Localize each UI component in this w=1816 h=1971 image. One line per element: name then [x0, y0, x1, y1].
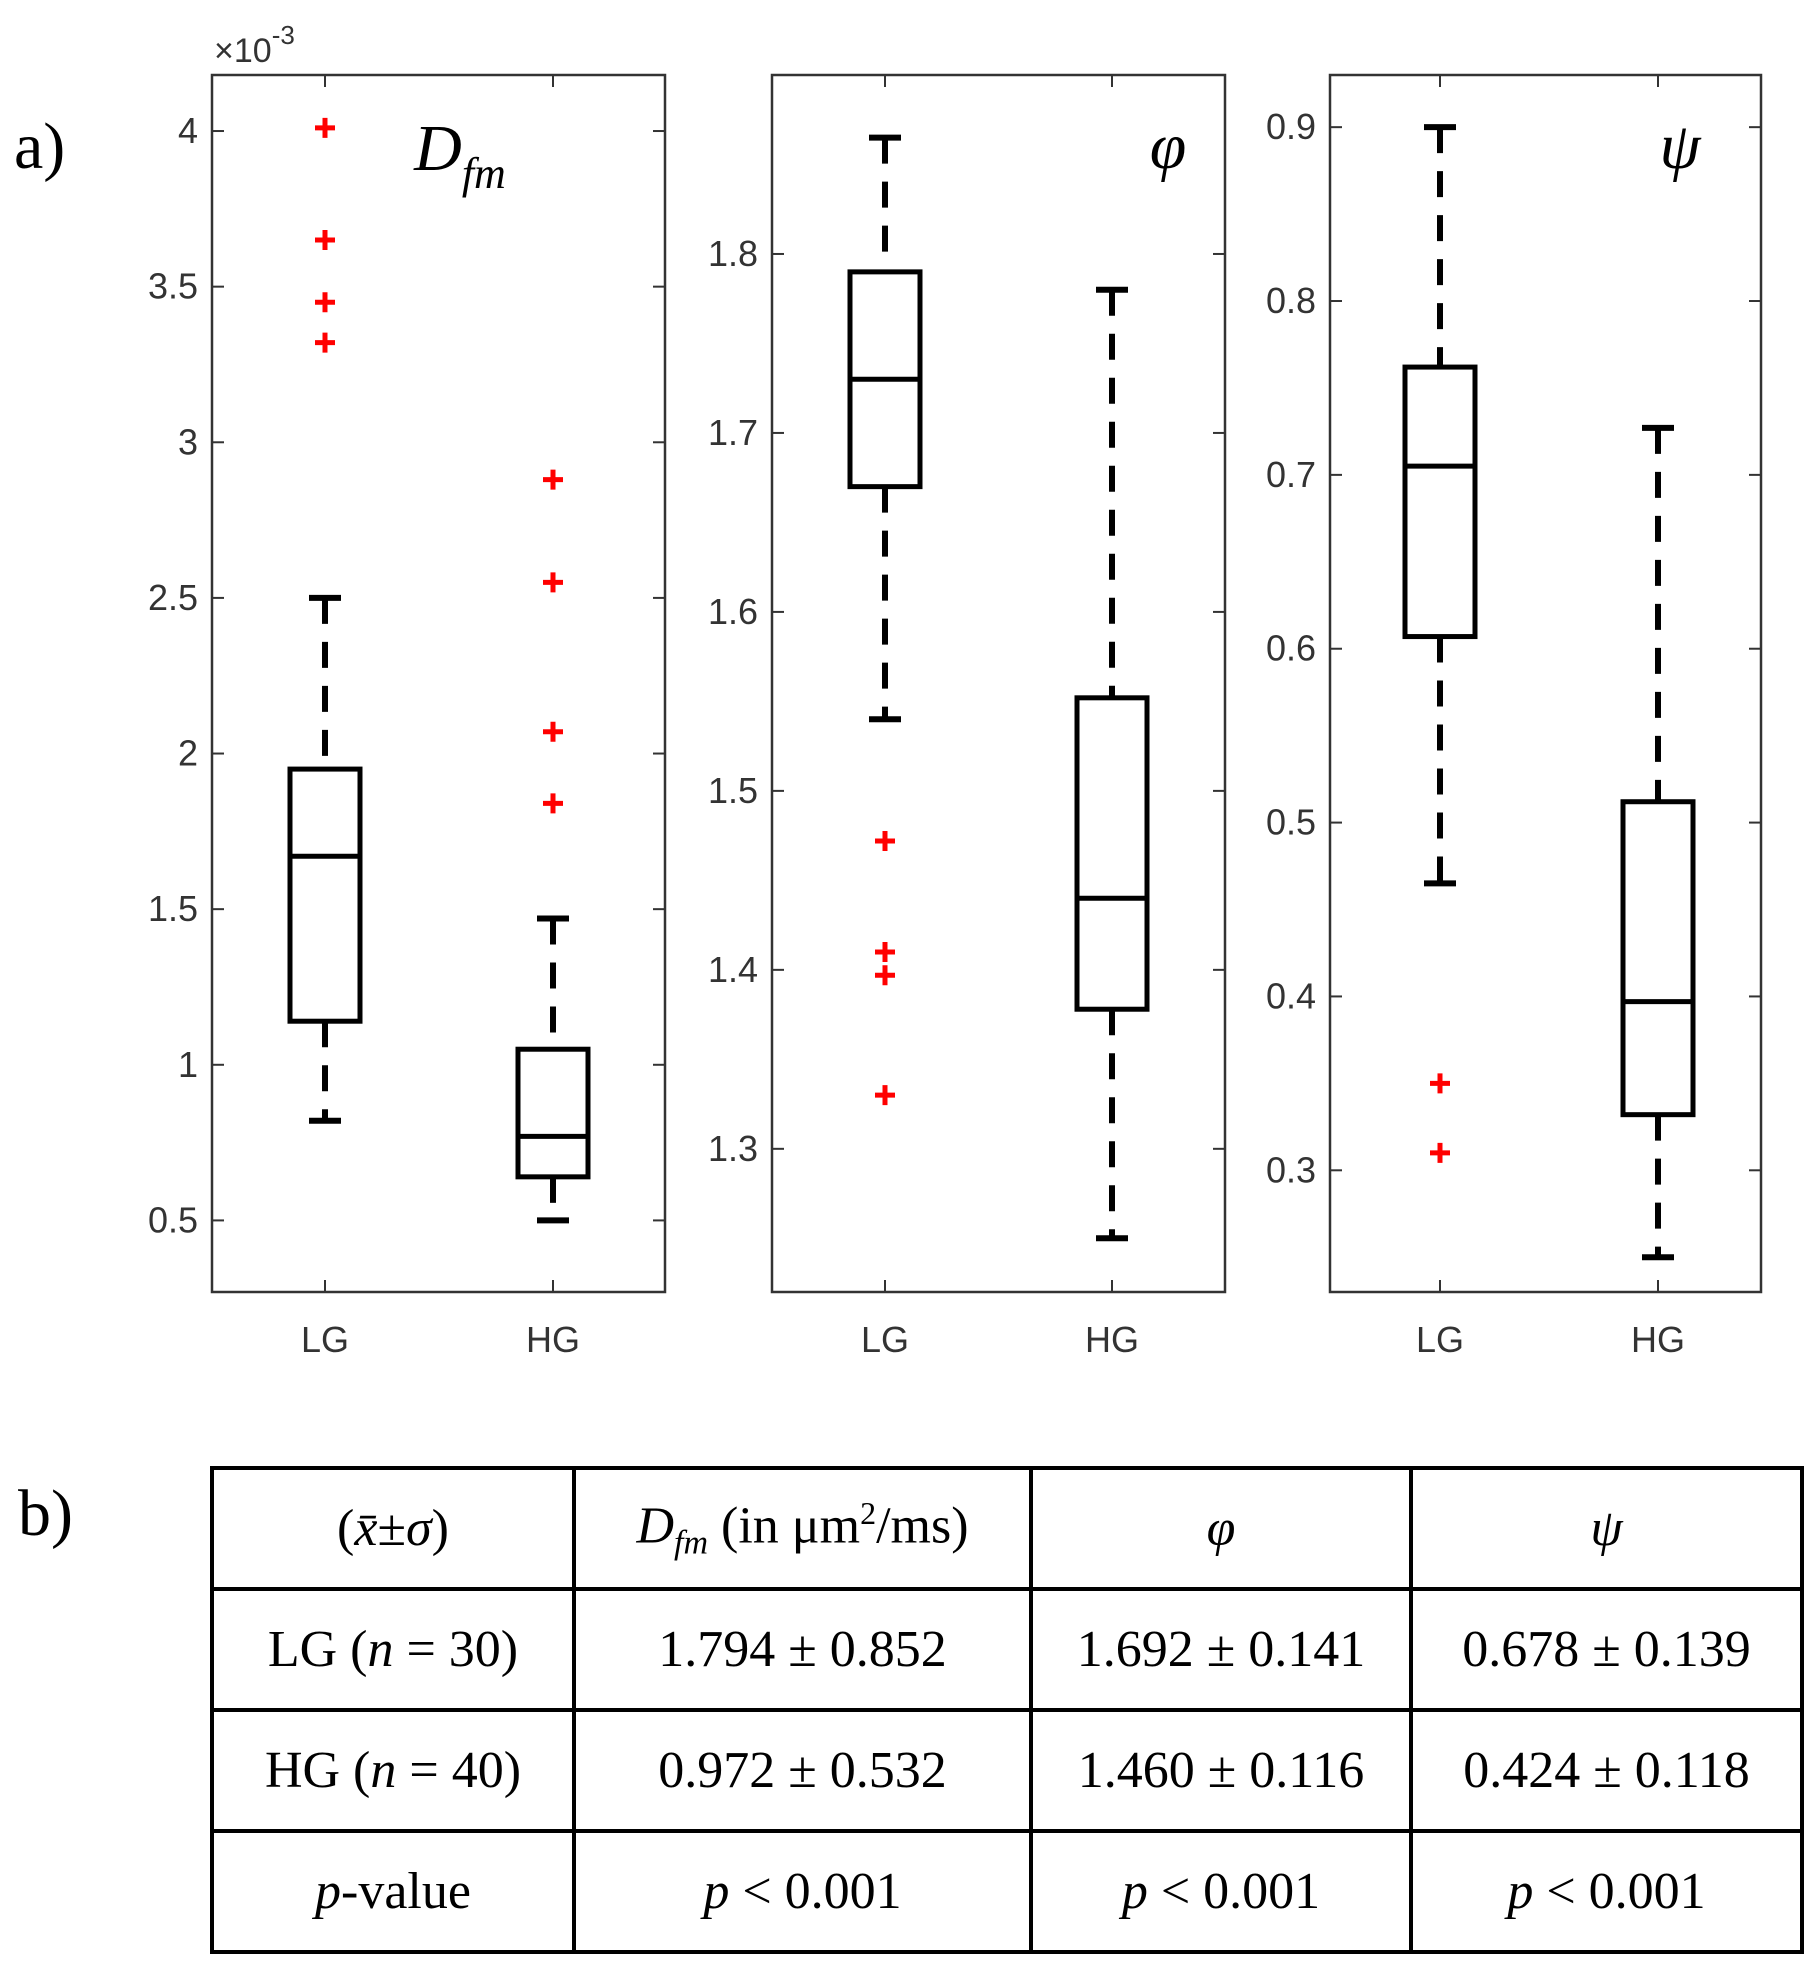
y-tick-label: 0.5	[148, 1199, 198, 1240]
box-lg-outlier	[875, 941, 895, 962]
y-tick-label: 0.4	[1266, 975, 1316, 1016]
x-tick-label: HG	[1631, 1319, 1685, 1360]
y-tick-label: 0.8	[1266, 280, 1316, 321]
y-tick-label: 0.3	[1266, 1149, 1316, 1190]
cell-psi-hg: 0.424 ± 0.118	[1409, 1708, 1804, 1833]
y-tick-label: 4	[178, 110, 198, 151]
row-label-pvalue: p-value	[210, 1829, 576, 1954]
cell-dfm-hg: 0.972 ± 0.532	[572, 1708, 1033, 1833]
x-tick-label: LG	[301, 1319, 349, 1360]
y-tick-label: 3	[178, 421, 198, 462]
panel-title: ψ	[1660, 110, 1702, 183]
box-lg-outlier	[315, 292, 335, 313]
box-lg-outlier	[1430, 1142, 1450, 1163]
y-tick-label: 1.4	[708, 949, 758, 990]
box-lg-iqr	[1402, 364, 1478, 640]
panel-title: Dfm	[413, 112, 506, 198]
y-tick-label: 0.9	[1266, 106, 1316, 147]
y-tick-label: 1.3	[708, 1128, 758, 1169]
axes-frame	[210, 73, 667, 1294]
box-lg-outlier	[875, 830, 895, 851]
y-tick-label: 0.7	[1266, 454, 1316, 495]
y-tick-label: 1	[178, 1044, 198, 1085]
y-tick-label: 1.8	[708, 233, 758, 274]
box-lg-outlier	[875, 1085, 895, 1106]
box-lg-iqr	[287, 766, 363, 1024]
cell-p-phi: p < 0.001	[1029, 1829, 1413, 1954]
box-lg-outlier	[875, 965, 895, 986]
x-tick-label: HG	[526, 1319, 580, 1360]
axis-exponent: ×10-3	[214, 20, 295, 70]
panel-label-a: a)	[14, 110, 65, 183]
x-tick-label: HG	[1085, 1319, 1139, 1360]
table-row: p-value p < 0.001 p < 0.001 p < 0.001	[210, 1829, 1804, 1954]
row-label-lg: LG (n = 30)	[210, 1587, 576, 1712]
row-label-hg: HG (n = 40)	[210, 1708, 576, 1833]
y-tick-label: 1.5	[708, 770, 758, 811]
cell-p-psi: p < 0.001	[1409, 1829, 1804, 1954]
y-tick-label: 3.5	[148, 266, 198, 307]
box-hg-outlier	[543, 572, 563, 593]
box-hg-outlier	[543, 793, 563, 814]
y-tick-label: 1.5	[148, 888, 198, 929]
axes-frame	[1328, 73, 1763, 1294]
box-hg-outlier	[543, 469, 563, 490]
cell-p-dfm: p < 0.001	[572, 1829, 1033, 1954]
summary-table: (x̄±σ) Dfm (in μm2/ms) φ ψ LG (n = 30) 1…	[210, 1466, 1804, 1954]
y-tick-label: 0.6	[1266, 628, 1316, 669]
box-hg-iqr	[1074, 695, 1150, 1012]
cell-psi-lg: 0.678 ± 0.139	[1409, 1587, 1804, 1712]
x-tick-label: LG	[1416, 1319, 1464, 1360]
panel-title: φ	[1150, 110, 1187, 183]
cell-dfm-lg: 1.794 ± 0.852	[572, 1587, 1033, 1712]
box-lg-outlier	[315, 117, 335, 138]
y-tick-label: 2.5	[148, 577, 198, 618]
y-tick-label: 2	[178, 733, 198, 774]
box-lg-outlier	[1430, 1073, 1450, 1094]
header-dfm: Dfm (in μm2/ms)	[572, 1466, 1033, 1591]
y-tick-label: 0.5	[1266, 802, 1316, 843]
box-lg-outlier	[315, 229, 335, 250]
table-header-row: (x̄±σ) Dfm (in μm2/ms) φ ψ	[210, 1466, 1804, 1591]
box-hg-iqr	[1620, 799, 1696, 1118]
boxplot-figure: a) 0.5 1 1.5 2 2.5 3 3.5 4 LG HG Dfm ×10-3 1.3 1.4 1.5…	[14, 20, 1763, 1360]
header-psi: ψ	[1409, 1466, 1804, 1591]
header-stat: (x̄±σ)	[210, 1466, 576, 1591]
table-row: HG (n = 40) 0.972 ± 0.532 1.460 ± 0.116 …	[210, 1708, 1804, 1833]
x-tick-label: LG	[861, 1319, 909, 1360]
table-row: LG (n = 30) 1.794 ± 0.852 1.692 ± 0.141 …	[210, 1587, 1804, 1712]
axes-frame	[770, 73, 1227, 1294]
header-phi: φ	[1029, 1466, 1413, 1591]
panel-label-b: b)	[18, 1477, 73, 1550]
box-hg-outlier	[543, 721, 563, 742]
cell-phi-lg: 1.692 ± 0.141	[1029, 1587, 1413, 1712]
box-lg-outlier	[315, 332, 335, 353]
y-tick-label: 1.6	[708, 591, 758, 632]
cell-phi-hg: 1.460 ± 0.116	[1029, 1708, 1413, 1833]
box-hg-iqr	[515, 1046, 591, 1180]
y-tick-label: 1.7	[708, 412, 758, 453]
